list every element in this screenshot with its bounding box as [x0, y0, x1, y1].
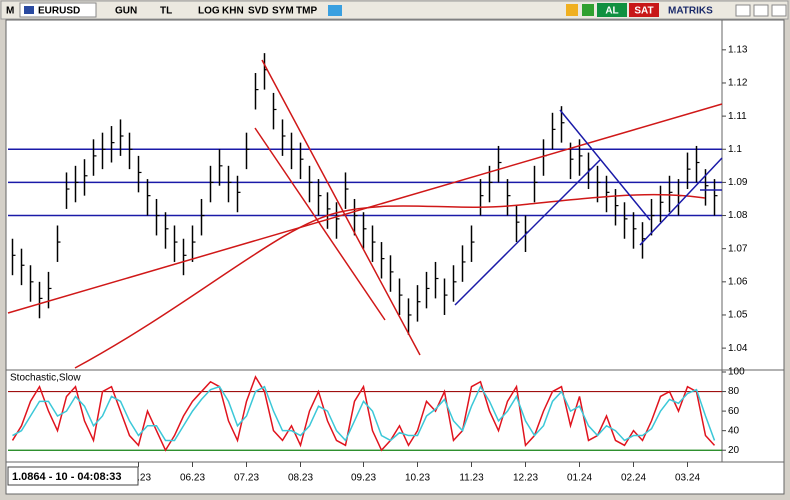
status: 1.0864 - 10 - 04:08:33 — [12, 471, 121, 483]
toolbar-button[interactable]: TMP — [296, 6, 317, 17]
x-tick-label: 03.24 — [675, 473, 700, 484]
y-tick-label: 1.13 — [728, 44, 748, 55]
channel-line — [559, 109, 651, 221]
stoch-line — [12, 385, 716, 442]
channel-line — [261, 59, 421, 356]
toolbar-button[interactable]: LOG — [198, 6, 220, 17]
brand: MATRIKS — [668, 6, 713, 17]
moving-average — [74, 193, 706, 369]
x-tick-label: 08.23 — [288, 473, 313, 484]
toolbar-button[interactable]: GUN — [115, 6, 137, 17]
x-tick-label: 02.24 — [621, 473, 646, 484]
drawings — [7, 59, 723, 369]
y-tick-label: 40 — [728, 425, 740, 436]
sell-button[interactable] — [629, 3, 659, 17]
symbol[interactable]: EURUSD — [38, 6, 80, 17]
toolbar-button[interactable]: TL — [160, 6, 172, 17]
y-tick-label: 1.09 — [728, 177, 748, 188]
refresh-icon[interactable] — [582, 4, 594, 16]
x-tick-label: 12.23 — [513, 473, 538, 484]
toolbar-button[interactable]: SYM — [272, 6, 294, 17]
buy-label[interactable]: AL — [605, 6, 618, 17]
x-tick-label: 10.23 — [405, 473, 430, 484]
y-tick-label: 1.04 — [728, 343, 748, 354]
y-tick-label: 60 — [728, 406, 740, 417]
close-button[interactable] — [771, 4, 787, 17]
x-tick-label: 01.24 — [567, 473, 592, 484]
x-tick-label: 11.23 — [459, 473, 484, 484]
status-box — [7, 466, 139, 486]
x-tick-label: 07.23 — [234, 473, 259, 484]
m-button[interactable]: M — [6, 6, 14, 17]
channel-line — [254, 127, 386, 321]
stoch-panel — [5, 369, 785, 463]
window-button[interactable] — [753, 4, 769, 17]
buy-button[interactable] — [597, 3, 627, 17]
y-tick-label: 1.12 — [728, 78, 748, 89]
toolbar-button[interactable]: KHN — [222, 6, 244, 17]
twitter-icon[interactable] — [328, 5, 342, 16]
y-tick-label: 100 — [728, 367, 745, 378]
y-tick-label: 1.06 — [728, 276, 748, 287]
sell-label[interactable]: SAT — [634, 6, 653, 17]
y-tick-label: 80 — [728, 386, 740, 397]
window-button[interactable] — [735, 4, 751, 17]
y-tick-label: 1.07 — [728, 243, 748, 254]
toolbar-button[interactable]: SVD — [248, 6, 269, 17]
indicator-title: Stochastic,Slow — [10, 373, 81, 384]
y-tick-label: 20 — [728, 445, 740, 456]
x-tick-label: 06.23 — [180, 473, 205, 484]
y-tick-label: 1.08 — [728, 210, 748, 221]
y-tick-label: 1.11 — [728, 111, 747, 122]
symbol-box[interactable] — [19, 2, 97, 18]
y-tick-label: 1.1 — [728, 144, 742, 155]
x-tick-label: 09.23 — [351, 473, 376, 484]
flag-icon — [24, 6, 34, 14]
lightning-icon[interactable] — [566, 4, 578, 16]
y-tick-label: 1.05 — [728, 310, 748, 321]
channel-line — [454, 159, 601, 306]
channel-line — [639, 157, 723, 246]
x-tick-label: 05.23 — [126, 473, 151, 484]
